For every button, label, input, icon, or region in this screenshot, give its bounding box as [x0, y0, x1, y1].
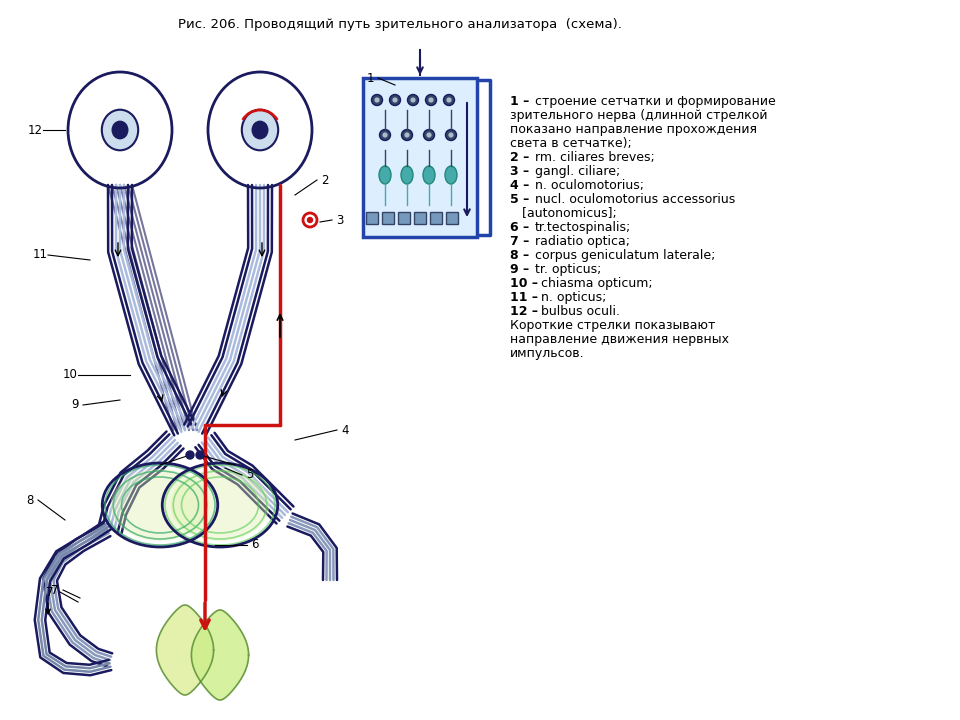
Ellipse shape — [410, 97, 416, 103]
Ellipse shape — [379, 166, 391, 184]
Text: Короткие стрелки показывают: Короткие стрелки показывают — [510, 319, 715, 332]
Text: chiasma opticum;: chiasma opticum; — [541, 277, 653, 290]
Ellipse shape — [372, 94, 382, 106]
Text: 3: 3 — [336, 214, 344, 227]
Ellipse shape — [446, 97, 452, 103]
Text: n. oculomotorius;: n. oculomotorius; — [535, 179, 644, 192]
Ellipse shape — [171, 469, 270, 541]
FancyBboxPatch shape — [363, 78, 477, 237]
Text: Рис. 206. Проводящий путь зрительного анализатора  (схема).: Рис. 206. Проводящий путь зрительного ан… — [178, 18, 622, 31]
Ellipse shape — [390, 94, 400, 106]
FancyBboxPatch shape — [382, 212, 394, 224]
Text: 1 –: 1 – — [510, 95, 534, 108]
Ellipse shape — [448, 132, 454, 138]
Ellipse shape — [425, 94, 437, 106]
Text: 10 –: 10 – — [510, 277, 542, 290]
Text: 7: 7 — [51, 583, 59, 596]
Ellipse shape — [382, 132, 388, 138]
Text: 12 –: 12 – — [510, 305, 542, 318]
FancyBboxPatch shape — [414, 212, 426, 224]
Text: направление движения нервных: направление движения нервных — [510, 333, 729, 346]
Text: 6 –: 6 – — [510, 221, 534, 234]
Text: импульсов.: импульсов. — [510, 347, 585, 360]
Text: 1: 1 — [367, 71, 373, 84]
Ellipse shape — [379, 130, 391, 140]
Ellipse shape — [426, 132, 432, 138]
Ellipse shape — [102, 109, 138, 150]
Ellipse shape — [428, 97, 434, 103]
Ellipse shape — [401, 166, 413, 184]
Ellipse shape — [112, 121, 128, 139]
Ellipse shape — [401, 130, 413, 140]
Ellipse shape — [252, 121, 268, 139]
Ellipse shape — [392, 97, 398, 103]
Text: 4 –: 4 – — [510, 179, 534, 192]
Text: 2 –: 2 – — [510, 151, 534, 164]
Text: 10: 10 — [62, 369, 78, 382]
Text: tr.tectospinalis;: tr.tectospinalis; — [535, 221, 631, 234]
Ellipse shape — [423, 130, 435, 140]
Text: 2: 2 — [322, 174, 328, 186]
Text: tr. opticus;: tr. opticus; — [535, 263, 601, 276]
Text: bulbus oculi.: bulbus oculi. — [541, 305, 620, 318]
Text: 9: 9 — [71, 398, 79, 412]
Ellipse shape — [423, 166, 435, 184]
Text: radiatio optica;: radiatio optica; — [535, 235, 630, 248]
Text: 11: 11 — [33, 248, 47, 261]
FancyBboxPatch shape — [398, 212, 410, 224]
Ellipse shape — [407, 94, 419, 106]
Text: 5: 5 — [247, 469, 253, 482]
Text: gangl. ciliare;: gangl. ciliare; — [535, 165, 620, 178]
Text: 11 –: 11 – — [510, 291, 542, 304]
Text: зрительного нерва (длинной стрелкой: зрительного нерва (длинной стрелкой — [510, 109, 767, 122]
Text: 12: 12 — [28, 124, 42, 137]
Text: 7 –: 7 – — [510, 235, 534, 248]
FancyBboxPatch shape — [430, 212, 442, 224]
FancyBboxPatch shape — [366, 212, 378, 224]
Ellipse shape — [404, 132, 410, 138]
Ellipse shape — [196, 451, 204, 459]
Ellipse shape — [445, 130, 457, 140]
Ellipse shape — [374, 97, 380, 103]
Text: 5 –: 5 – — [510, 193, 534, 206]
Text: строение сетчатки и формирование: строение сетчатки и формирование — [535, 95, 776, 108]
Text: 3 –: 3 – — [510, 165, 534, 178]
Ellipse shape — [307, 217, 313, 222]
Ellipse shape — [445, 166, 457, 184]
Text: 8: 8 — [26, 493, 34, 506]
Text: 8 –: 8 – — [510, 249, 534, 262]
Polygon shape — [156, 605, 213, 695]
Text: 7: 7 — [46, 585, 54, 598]
Text: света в сетчатке);: света в сетчатке); — [510, 137, 632, 150]
Text: n. opticus;: n. opticus; — [541, 291, 607, 304]
Text: [autonomicus];: [autonomicus]; — [510, 207, 616, 220]
FancyBboxPatch shape — [446, 212, 458, 224]
Text: показано направление прохождения: показано направление прохождения — [510, 123, 757, 136]
Text: rm. ciliares breves;: rm. ciliares breves; — [535, 151, 655, 164]
Ellipse shape — [242, 109, 278, 150]
Ellipse shape — [444, 94, 454, 106]
Text: nucl. oculomotorius accessorius: nucl. oculomotorius accessorius — [535, 193, 735, 206]
Ellipse shape — [186, 451, 194, 459]
Polygon shape — [191, 610, 249, 700]
Text: 9 –: 9 – — [510, 263, 534, 276]
Text: 4: 4 — [341, 423, 348, 436]
Text: corpus geniculatum laterale;: corpus geniculatum laterale; — [535, 249, 715, 262]
Ellipse shape — [110, 469, 209, 541]
Text: 6: 6 — [252, 539, 259, 552]
